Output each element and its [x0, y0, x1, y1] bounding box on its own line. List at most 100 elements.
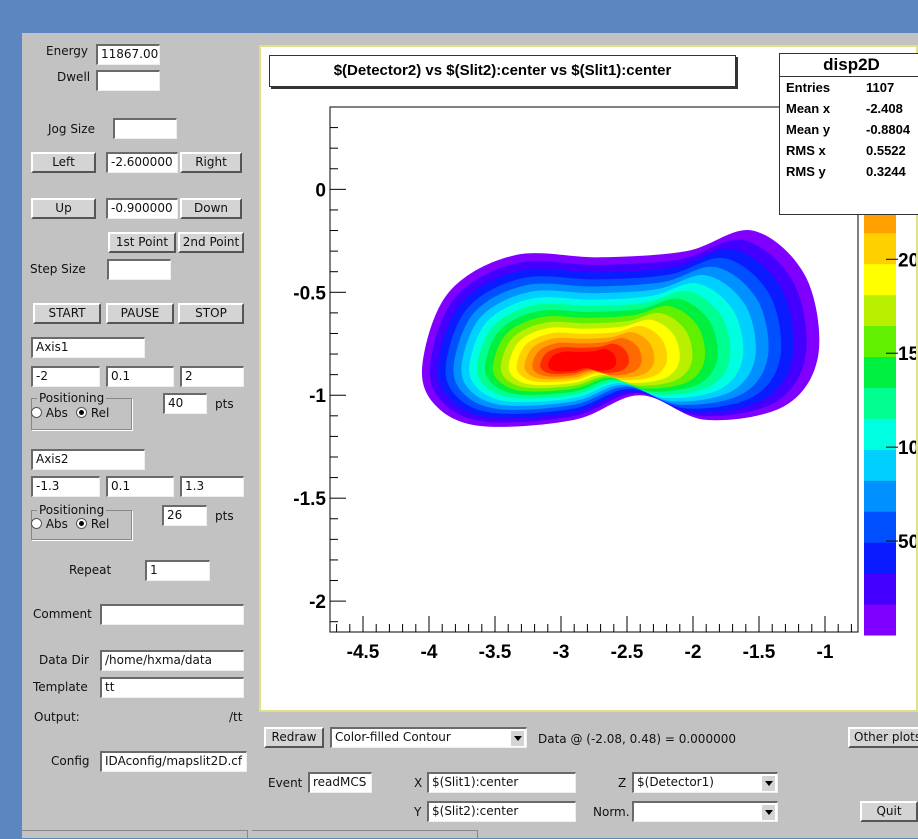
- energy-field[interactable]: 11867.00: [96, 44, 160, 65]
- stats-key: Entries: [786, 80, 831, 95]
- axis1-abs-option[interactable]: Abs: [31, 406, 68, 420]
- second-point-button[interactable]: 2nd Point: [178, 232, 244, 253]
- x-var-label: X: [414, 776, 423, 790]
- event-label: Event: [268, 776, 303, 790]
- norm-select[interactable]: [632, 801, 778, 822]
- chevron-down-icon[interactable]: [761, 805, 775, 820]
- chevron-down-icon[interactable]: [510, 731, 524, 746]
- stats-key: Mean x: [786, 101, 831, 116]
- start-button[interactable]: START: [33, 303, 101, 324]
- first-point-button[interactable]: 1st Point: [108, 232, 176, 253]
- axis2-rel-radio[interactable]: [76, 518, 87, 529]
- contour-band: [548, 348, 617, 372]
- step-size-field[interactable]: [107, 259, 171, 280]
- stats-row: Mean x -2.408: [780, 98, 918, 119]
- x-tick-label: -3.5: [479, 642, 512, 663]
- heatmap-plot[interactable]: -4.5-4-3.5-3-2.5-2-1.5-10-0.5-1-1.5-2250…: [261, 47, 916, 710]
- axis1-points-field[interactable]: 40: [163, 393, 207, 414]
- data-dir-field[interactable]: /home/hxma/data: [100, 650, 244, 671]
- axis1-abs-radio[interactable]: [31, 407, 42, 418]
- axis2-start-field[interactable]: -1.3: [31, 476, 100, 497]
- stats-value: 0.3244: [866, 164, 906, 179]
- color-scale-band: [864, 356, 896, 388]
- axis1-start-field[interactable]: -2: [31, 366, 100, 387]
- quit-button[interactable]: Quit: [860, 801, 918, 822]
- up-button[interactable]: Up: [31, 198, 96, 219]
- stats-row: RMS y 0.3244: [780, 161, 918, 182]
- x-tick-label: -3: [553, 642, 570, 663]
- right-button[interactable]: Right: [180, 152, 242, 173]
- axis2-name-field[interactable]: Axis2: [31, 449, 145, 470]
- status-segment-2: [252, 830, 478, 839]
- stop-button[interactable]: STOP: [178, 303, 244, 324]
- chevron-down-icon[interactable]: [761, 776, 775, 791]
- energy-label: Energy: [46, 44, 89, 58]
- template-field[interactable]: tt: [100, 677, 244, 698]
- stats-value: 0.5522: [866, 143, 906, 158]
- axis2-step-field[interactable]: 0.1: [106, 476, 174, 497]
- color-scale-band: [864, 604, 896, 636]
- plot-canvas[interactable]: $(Detector2) vs $(Slit2):center vs $(Sli…: [259, 45, 918, 712]
- comment-field[interactable]: [100, 604, 244, 625]
- left-button[interactable]: Left: [31, 152, 96, 173]
- axis1-rel-radio[interactable]: [76, 407, 87, 418]
- axis2-abs-option[interactable]: Abs: [31, 517, 68, 531]
- y-var-field[interactable]: $(Slit2):center: [427, 801, 576, 822]
- comment-label: Comment: [33, 607, 92, 621]
- color-scale-band: [864, 542, 896, 574]
- stats-key: RMS y: [786, 164, 826, 179]
- axis2-end-field[interactable]: 1.3: [180, 476, 244, 497]
- config-label: Config: [51, 754, 90, 768]
- event-field[interactable]: readMCS: [308, 772, 372, 793]
- color-scale-band: [864, 418, 896, 450]
- color-scale-band: [864, 449, 896, 481]
- x-position-field[interactable]: -2.600000: [106, 152, 178, 173]
- z-tick-label: 150: [898, 344, 916, 365]
- status-segment-1: [22, 830, 248, 839]
- axis1-step-field[interactable]: 0.1: [106, 366, 174, 387]
- stats-key: RMS x: [786, 143, 826, 158]
- axis2-pts-label: pts: [215, 509, 234, 523]
- axis2-rel-option[interactable]: Rel: [76, 517, 109, 531]
- y-tick-label: -0.5: [293, 283, 326, 304]
- z-var-value: $(Detector1): [637, 775, 714, 789]
- y-position-field[interactable]: -0.900000: [106, 198, 178, 219]
- axis1-end-field[interactable]: 2: [180, 366, 244, 387]
- output-label: Output:: [34, 710, 80, 724]
- axis2-points-field[interactable]: 26: [162, 505, 207, 526]
- color-scale-band: [864, 480, 896, 512]
- y-tick-label: -2: [309, 592, 326, 613]
- repeat-field[interactable]: 1: [145, 560, 210, 581]
- norm-label: Norm.: [593, 805, 630, 819]
- z-var-label: Z: [618, 776, 627, 790]
- color-scale-band: [864, 573, 896, 605]
- other-plots-button[interactable]: Other plots: [848, 727, 918, 748]
- axis1-positioning-label: Positioning: [37, 391, 107, 405]
- axis2-positioning-label: Positioning: [37, 503, 107, 517]
- x-tick-label: -1.5: [743, 642, 776, 663]
- status-bar: [22, 828, 918, 839]
- jog-size-field[interactable]: [113, 118, 177, 139]
- color-scale-band: [864, 263, 896, 296]
- axis1-name-field[interactable]: Axis1: [31, 337, 145, 358]
- axis1-rel-option[interactable]: Rel: [76, 406, 109, 420]
- y-tick-label: -1.5: [293, 489, 326, 510]
- x-tick-label: -4.5: [347, 642, 380, 663]
- dwell-field[interactable]: [96, 70, 160, 91]
- pause-button[interactable]: PAUSE: [106, 303, 174, 324]
- config-field[interactable]: IDAconfig/mapslit2D.cf: [100, 751, 247, 772]
- x-var-field[interactable]: $(Slit1):center: [427, 772, 576, 793]
- stats-value: -0.8804: [866, 122, 911, 137]
- z-var-select[interactable]: $(Detector1): [632, 772, 778, 793]
- plot-title: $(Detector2) vs $(Slit2):center vs $(Sli…: [269, 55, 736, 87]
- stats-value: -2.408: [866, 101, 903, 116]
- y-tick-label: 0: [315, 180, 326, 201]
- data-dir-label: Data Dir: [39, 653, 89, 667]
- redraw-button[interactable]: Redraw: [264, 727, 324, 748]
- axis2-abs-radio[interactable]: [31, 518, 42, 529]
- stats-row: Entries 1107: [780, 77, 918, 98]
- down-button[interactable]: Down: [180, 198, 242, 219]
- draw-option-select[interactable]: Color-filled Contour: [330, 727, 527, 748]
- x-tick-label: -2.5: [611, 642, 644, 663]
- stats-row: Mean y -0.8804: [780, 119, 918, 140]
